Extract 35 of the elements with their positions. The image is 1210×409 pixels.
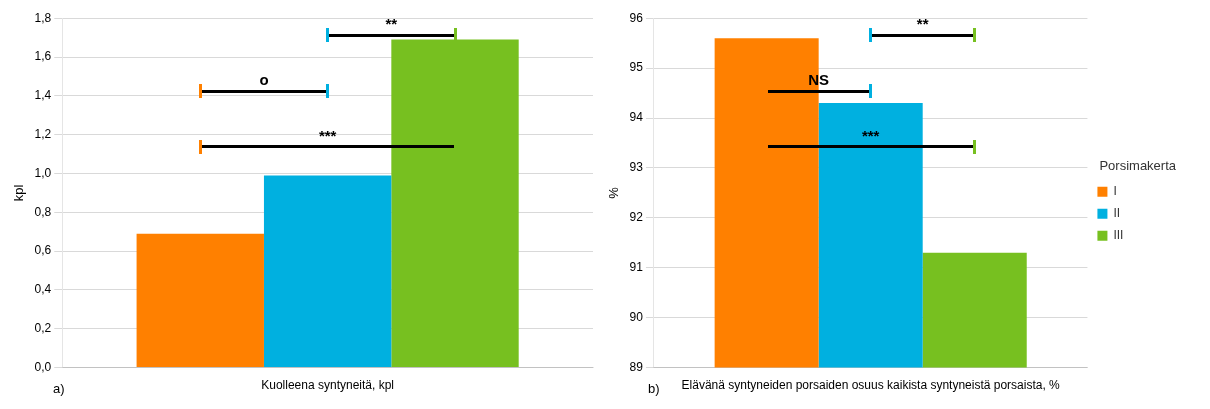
y-tick-label: 93 xyxy=(629,160,644,175)
y-tick-label: 0,2 xyxy=(34,321,52,336)
y-tick-label: 0,8 xyxy=(34,204,52,219)
y-tick-label: 1,6 xyxy=(34,49,52,64)
y-tick-label: 89 xyxy=(629,359,644,374)
y-axis-title: kpl xyxy=(11,184,27,202)
y-tick-label: 0,0 xyxy=(34,359,52,374)
y-tick-label: 90 xyxy=(629,310,644,324)
annotation: ** xyxy=(385,14,398,32)
legend-label: II xyxy=(1113,206,1121,221)
x-tick-label: Kuolleena syntyneitä, kpl xyxy=(261,378,395,393)
annotation: ** xyxy=(916,14,929,32)
y-axis-title: % xyxy=(606,186,622,199)
x-tick-label: Elävänä syntyneiden porsaiden osuus kaikista syntyneistä porsaista, % xyxy=(681,378,1061,393)
legend-title: Porsimakerta xyxy=(1099,158,1177,174)
bar xyxy=(136,233,264,368)
y-tick-label: 91 xyxy=(629,260,644,275)
y-tick-label: 0,4 xyxy=(34,282,52,297)
annotation: o xyxy=(259,70,269,88)
text: b) xyxy=(648,381,660,397)
y-tick-label: 1,0 xyxy=(34,165,52,180)
legend-label: I xyxy=(1113,184,1117,199)
y-tick-label: 96 xyxy=(629,10,644,25)
legend-label: III xyxy=(1113,228,1124,243)
y-tick-label: 1,4 xyxy=(34,88,52,103)
y-tick-label: 92 xyxy=(629,210,644,225)
y-tick-label: 1,2 xyxy=(34,126,52,141)
y-tick-label: 95 xyxy=(629,60,644,75)
annotation: *** xyxy=(318,126,337,144)
y-tick-label: 94 xyxy=(629,110,644,125)
text: a) xyxy=(53,381,65,397)
y-tick-label: 1,8 xyxy=(34,10,52,25)
y-tick-label: 0,6 xyxy=(34,243,52,258)
annotation: *** xyxy=(861,126,880,144)
bar xyxy=(263,175,392,368)
